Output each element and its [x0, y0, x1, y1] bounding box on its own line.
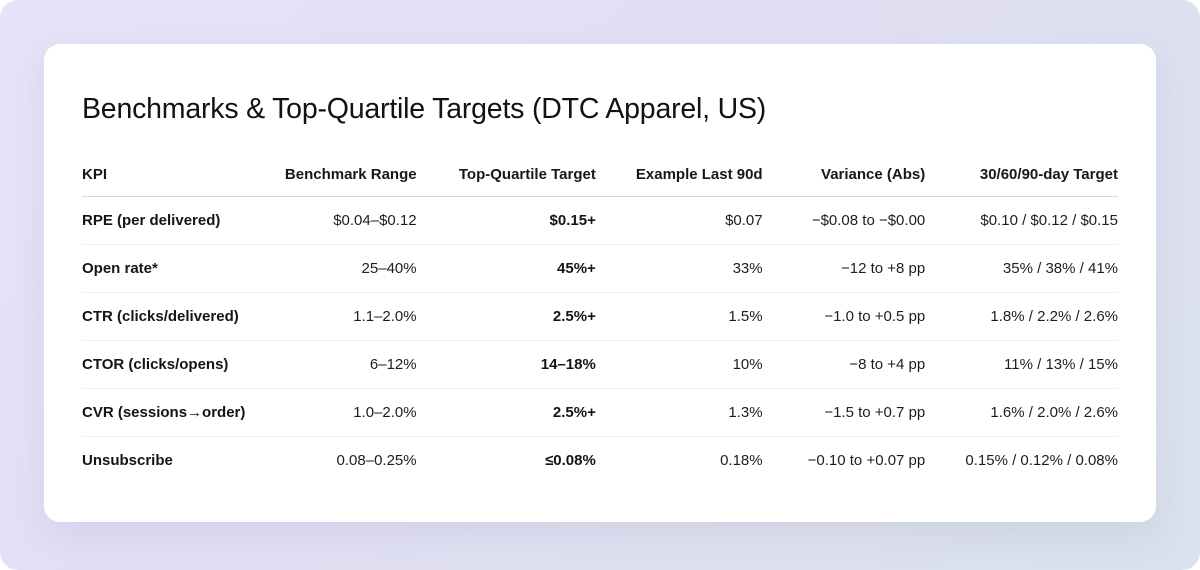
table-cell: 1.0–2.0%: [268, 388, 417, 438]
table-cell: 1.5%: [595, 292, 763, 342]
table-cell: −1.0 to +0.5 pp: [762, 292, 926, 342]
table-row: Open rate* 25–40% 45%+ 33% −12 to +8 pp 35% /…: [82, 244, 1118, 294]
table-cell: −12 to +8 pp: [762, 244, 926, 294]
kpi-cell: RPE (per delivered): [82, 196, 269, 246]
table-cell: 0.18%: [720, 452, 763, 470]
table-cell: $0.10 / $0.12 / $0.15: [925, 196, 1118, 246]
table-cell: $0.04–$0.12: [268, 196, 417, 246]
kpi-cell: Unsubscribe: [82, 452, 173, 470]
table-cell: 1.1–2.0%: [268, 292, 417, 342]
table-cell: 0.08–0.25%: [336, 452, 417, 470]
table-cell: ≤0.08%: [545, 452, 596, 470]
table-cell: −1.5 to +0.7 pp: [762, 388, 926, 438]
kpi-cell: CTR (clicks/delivered): [82, 292, 269, 342]
table-cell: −$0.08 to −$0.00: [762, 196, 926, 246]
table-cell: $0.15+: [416, 196, 596, 246]
table-cell: 2.5%+: [416, 292, 596, 342]
table-cell: −0.10 to +0.07 pp: [807, 452, 926, 470]
benchmarks-table: KPI Benchmark Range Top-Quartile Target …: [82, 166, 1118, 484]
table-cell: 11% / 13% / 15%: [925, 340, 1118, 390]
table-row: CVR (sessions→order) 1.0–2.0% 2.5%+ 1.3% −1.…: [82, 388, 1118, 438]
table-row: Unsubscribe 0.08–0.25% ≤0.08% 0.18% −0.10 to…: [82, 437, 1118, 485]
table-cell: 14–18%: [416, 340, 596, 390]
table-cell: $0.07: [595, 196, 763, 246]
page-title: Benchmarks & Top-Quartile Targets (DTC A…: [82, 93, 767, 125]
table-cell: 6–12%: [268, 340, 417, 390]
table-row: CTR (clicks/delivered) 1.1–2.0% 2.5%+ 1.5% −…: [82, 292, 1118, 342]
table-header-row: KPI Benchmark Range Top-Quartile Target …: [82, 166, 1118, 198]
column-header-benchmark-range: Benchmark Range: [268, 166, 417, 198]
table-row: CTOR (clicks/opens) 6–12% 14–18% 10% −8 to +…: [82, 340, 1118, 390]
table-cell: 33%: [595, 244, 763, 294]
table-cell: 1.3%: [595, 388, 763, 438]
table-cell: 1.8% / 2.2% / 2.6%: [925, 292, 1118, 342]
table-header: KPI Benchmark Range Top-Quartile Target …: [82, 166, 1118, 198]
benchmarks-card: Benchmarks & Top-Quartile Targets (DTC A…: [44, 44, 1156, 522]
table-cell: 45%+: [416, 244, 596, 294]
table-cell: 1.6% / 2.0% / 2.6%: [925, 388, 1118, 438]
column-header-30-60-90-day-target: 30/60/90-day Target: [925, 166, 1118, 198]
kpi-cell: CTOR (clicks/opens): [82, 340, 269, 390]
table-body: RPE (per delivered) $0.04–$0.12 $0.15+ $0.0…: [82, 196, 1118, 485]
table-cell: 25–40%: [268, 244, 417, 294]
table-cell: 2.5%+: [416, 388, 596, 438]
column-header-kpi: KPI: [82, 166, 269, 198]
table-cell: −8 to +4 pp: [762, 340, 926, 390]
column-header-variance-abs: Variance (Abs): [762, 166, 926, 198]
table-cell: 0.15% / 0.12% / 0.08%: [965, 452, 1118, 470]
table-row: RPE (per delivered) $0.04–$0.12 $0.15+ $0.0…: [82, 196, 1118, 246]
kpi-cell: Open rate*: [82, 244, 269, 294]
column-header-example-last-90d: Example Last 90d: [595, 166, 763, 198]
column-header-top-quartile-target: Top-Quartile Target: [416, 166, 596, 198]
table-cell: 35% / 38% / 41%: [925, 244, 1118, 294]
table-cell: 10%: [595, 340, 763, 390]
kpi-cell: CVR (sessions→order): [82, 388, 269, 438]
